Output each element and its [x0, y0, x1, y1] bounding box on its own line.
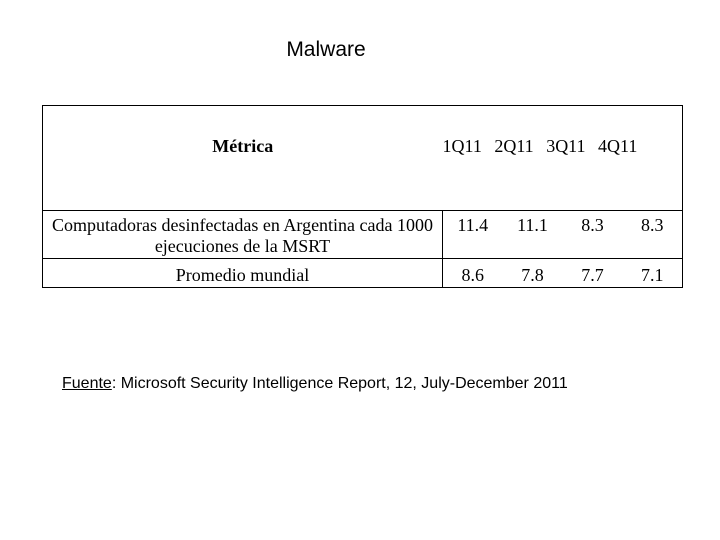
value-cell: 7.8 [502, 258, 563, 288]
slide-title: Malware [286, 38, 366, 61]
metrics-table: Métrica 1Q11 2Q11 3Q11 4Q11 Computadoras… [42, 105, 683, 288]
metric-column-header: Métrica [42, 105, 443, 211]
source-label: Fuente [62, 375, 112, 392]
source-note: Fuente: Microsoft Security Intelligence … [62, 375, 568, 393]
value-cell: 7.7 [562, 258, 623, 288]
quarter-headers: 1Q11 2Q11 3Q11 4Q11 [442, 105, 683, 211]
quarter-header-1q11: 1Q11 [442, 136, 482, 156]
value-cell: 7.1 [622, 258, 683, 288]
value-cell: 8.6 [442, 258, 503, 288]
source-text: Microsoft Security Intelligence Report, … [116, 375, 568, 392]
row-label-argentina: Computadoras desinfectadas en Argentina … [42, 210, 443, 259]
table-row: Promedio mundial 8.6 7.8 7.7 7.1 [42, 258, 683, 288]
source-separator: : [111, 375, 117, 392]
quarter-header-3q11: 3Q11 [546, 136, 586, 156]
quarter-header-2q11: 2Q11 [494, 136, 534, 156]
value-cell: 11.4 [442, 210, 503, 259]
table-row: Computadoras desinfectadas en Argentina … [42, 210, 683, 259]
table-header-row: Métrica 1Q11 2Q11 3Q11 4Q11 [42, 105, 683, 211]
value-cell: 11.1 [502, 210, 563, 259]
row-label-world-average: Promedio mundial [42, 258, 443, 288]
value-cell: 8.3 [562, 210, 623, 259]
quarter-header-4q11: 4Q11 [598, 136, 638, 156]
value-cell: 8.3 [622, 210, 683, 259]
